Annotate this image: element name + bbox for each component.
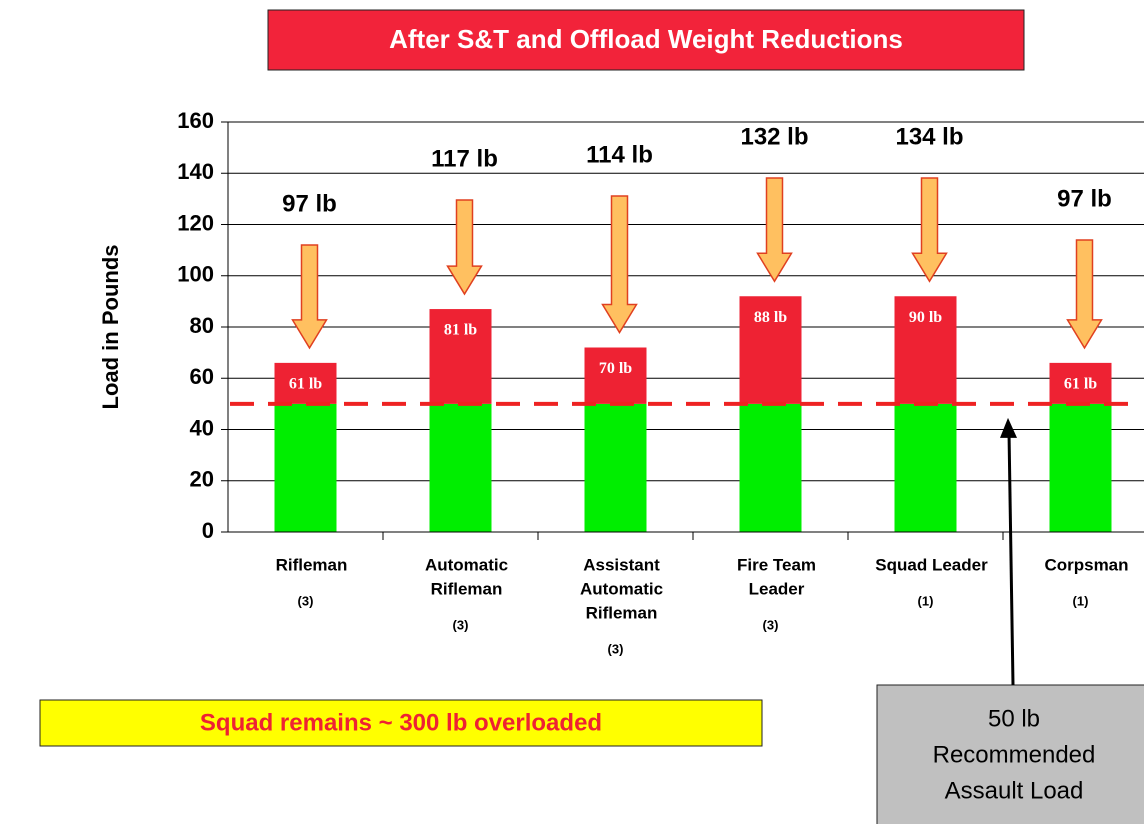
reduction-arrow: [911, 177, 948, 283]
x-tick-label: Automatic: [425, 555, 508, 574]
callout: Squad remains ~ 300 lb overloaded: [200, 709, 602, 736]
reduction-arrow: [446, 199, 483, 296]
top-label: 117 lb: [431, 145, 498, 172]
category-count: (1): [1073, 593, 1089, 608]
x-tick-label: Rifleman: [276, 555, 348, 574]
bar-segment: [584, 403, 647, 532]
x-tick-label: Leader: [749, 579, 805, 598]
callout-box: [39, 699, 763, 747]
bar-segment: [739, 403, 802, 532]
bar-label: 70 lb: [599, 360, 632, 377]
reference-pointer-head: [1000, 417, 1017, 438]
reference-label: 50 lb: [988, 705, 1040, 732]
x-tick-label: Rifleman: [586, 603, 658, 622]
bar-segment: [1049, 362, 1112, 404]
category-count: (1): [918, 593, 934, 608]
category-count: (3): [608, 641, 624, 656]
reference-pointer: [1007, 431, 1015, 686]
bar-segment: [274, 362, 337, 404]
y-tick-label: 160: [177, 108, 214, 133]
reference-label: Recommended: [933, 741, 1096, 768]
y-axis-label: Load in Pounds: [98, 245, 123, 410]
x-tick-label: Fire Team: [737, 555, 816, 574]
top-label: 97 lb: [282, 190, 337, 217]
bar-label: 81 lb: [444, 322, 477, 339]
reduction-arrow: [291, 244, 328, 350]
y-tick-label: 60: [190, 364, 214, 389]
y-tick-label: 20: [190, 467, 214, 492]
bar-segment: [1049, 403, 1112, 532]
chart-title: After S&T and Offload Weight Reductions: [389, 24, 903, 54]
category-count: (3): [298, 593, 314, 608]
reference-box: [876, 684, 1144, 824]
bar-label: 88 lb: [754, 309, 787, 326]
bar-segment: [584, 347, 647, 404]
x-tick-label: Assistant: [583, 555, 660, 574]
bar-label: 90 lb: [909, 309, 942, 326]
reduction-arrow: [601, 195, 638, 334]
bar-segment: [429, 309, 492, 404]
bar-segment: [894, 403, 957, 532]
bar-segment: [274, 403, 337, 532]
bar-label: 61 lb: [289, 376, 322, 393]
bar-label: 61 lb: [1064, 376, 1097, 393]
y-tick-label: 40: [190, 415, 214, 440]
reference-label: Assault Load: [945, 777, 1084, 804]
bar-segment: [894, 296, 957, 404]
y-tick-label: 0: [202, 518, 214, 543]
x-tick-label: Rifleman: [431, 579, 503, 598]
y-tick-label: 120: [177, 210, 214, 235]
top-label: 132 lb: [740, 123, 808, 150]
category-count: (3): [763, 617, 779, 632]
top-label: 134 lb: [895, 123, 963, 150]
x-tick-label: Corpsman: [1044, 555, 1128, 574]
x-tick-label: Squad Leader: [875, 555, 988, 574]
title-box: [267, 9, 1025, 71]
y-tick-label: 140: [177, 159, 214, 184]
top-label: 97 lb: [1057, 185, 1112, 212]
y-tick-label: 100: [177, 262, 214, 287]
bar-segment: [739, 296, 802, 404]
category-count: (3): [453, 617, 469, 632]
x-tick-label: Automatic: [580, 579, 663, 598]
bar-segment: [429, 403, 492, 532]
y-tick-label: 80: [190, 313, 214, 338]
top-label: 114 lb: [586, 141, 653, 168]
reduction-arrow: [1066, 239, 1103, 350]
reduction-arrow: [756, 177, 793, 283]
